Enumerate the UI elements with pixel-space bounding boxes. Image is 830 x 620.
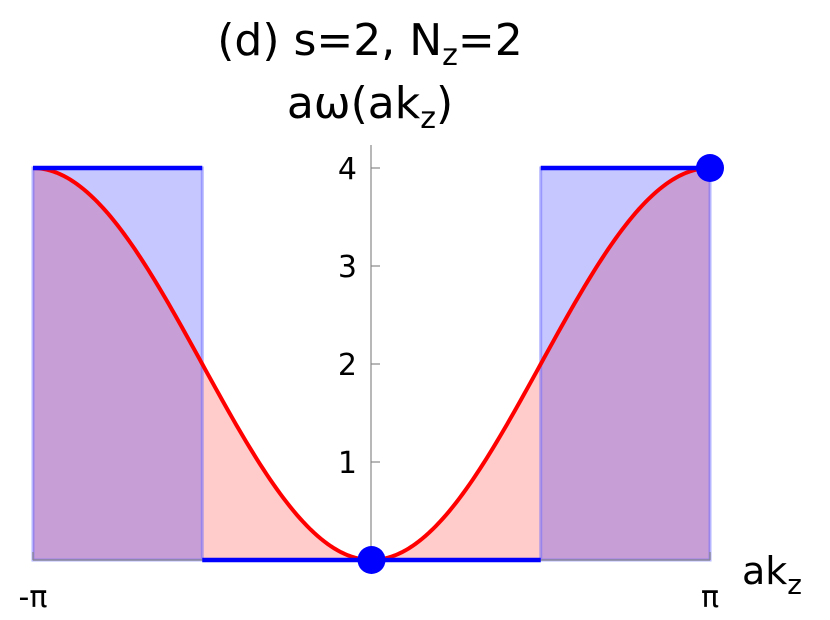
x-tick-label-1: π <box>701 580 719 615</box>
marker-point-0 <box>357 546 386 574</box>
y-tick-label-4: 4 <box>338 152 357 187</box>
chart-subtitle: aω(akz) <box>287 78 453 136</box>
step-area-2 <box>539 166 712 562</box>
x-axis-label: akz <box>742 549 802 601</box>
y-tick-label-3: 3 <box>338 250 357 285</box>
y-tick-label-2: 2 <box>338 348 357 383</box>
plot-area: 1 2 3 4 -π π <box>19 145 724 615</box>
marker-point-1 <box>696 154 724 182</box>
x-tick-label-0: -π <box>19 580 48 615</box>
y-tick-label-1: 1 <box>338 446 357 481</box>
chart-title: (d) s=2, Nz=2 <box>217 15 523 73</box>
